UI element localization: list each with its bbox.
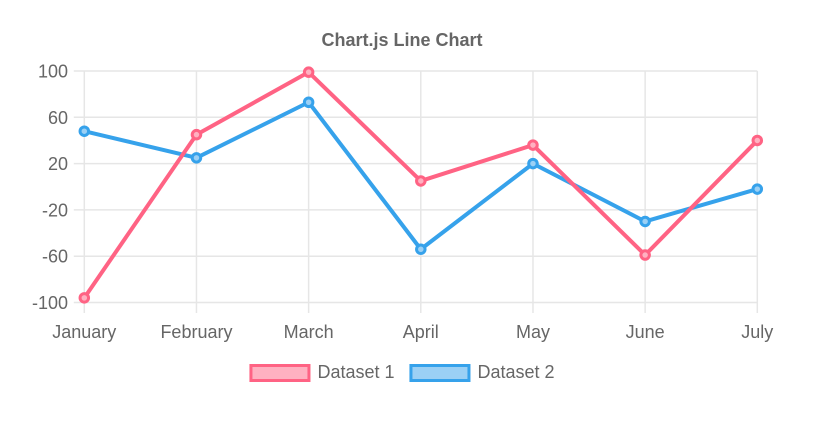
legend-swatch-dataset-2 xyxy=(409,363,471,382)
legend-label-dataset-1: Dataset 1 xyxy=(317,362,395,382)
x-tick-label: June xyxy=(626,322,665,342)
y-tick-label: 60 xyxy=(48,108,68,128)
data-point[interactable] xyxy=(190,128,203,141)
x-tick-label: February xyxy=(160,322,232,342)
x-tick-label: January xyxy=(52,322,116,342)
data-point[interactable] xyxy=(751,183,764,195)
x-tick-label: July xyxy=(741,322,773,342)
data-point[interactable] xyxy=(302,66,315,78)
data-point[interactable] xyxy=(527,157,539,170)
chart-title: Chart.js Line Chart xyxy=(321,30,483,50)
y-tick-label: -20 xyxy=(42,200,68,220)
legend-swatch-dataset-1 xyxy=(249,363,311,382)
data-point[interactable] xyxy=(78,125,91,137)
chart-legend: Dataset 1 Dataset 2 xyxy=(249,362,555,382)
legend-label-dataset-2: Dataset 2 xyxy=(477,362,555,382)
legend-item-dataset-1[interactable]: Dataset 1 xyxy=(249,362,395,382)
y-tick-label: -100 xyxy=(32,293,68,313)
y-tick-label: -60 xyxy=(42,247,68,267)
data-point[interactable] xyxy=(639,215,651,228)
data-point[interactable] xyxy=(527,139,539,151)
data-point[interactable] xyxy=(751,134,764,147)
data-point[interactable] xyxy=(415,243,427,256)
x-tick-label: May xyxy=(516,322,550,342)
y-tick-label: 100 xyxy=(38,62,68,82)
data-point[interactable] xyxy=(415,175,427,187)
x-tick-label: April xyxy=(403,322,439,342)
data-point[interactable] xyxy=(78,292,91,304)
legend-item-dataset-2[interactable]: Dataset 2 xyxy=(409,362,555,382)
y-tick-label: 20 xyxy=(48,154,68,174)
x-tick-label: March xyxy=(284,322,334,342)
data-point[interactable] xyxy=(639,249,651,261)
data-point[interactable] xyxy=(190,152,203,164)
data-point[interactable] xyxy=(302,96,315,109)
